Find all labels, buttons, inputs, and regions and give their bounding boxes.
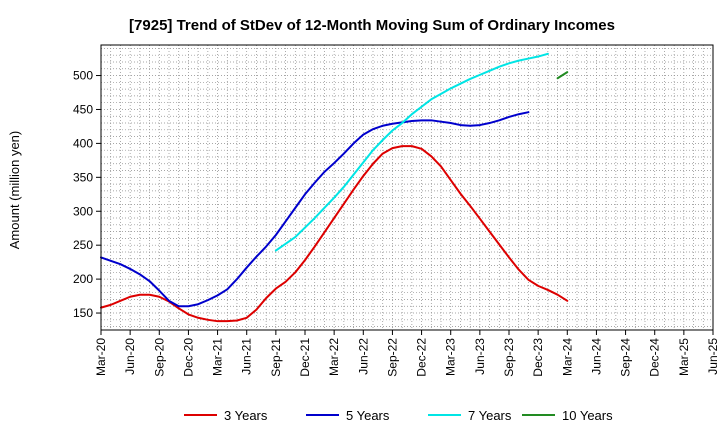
x-tick-label: Jun-25 (706, 338, 720, 375)
x-tick-label: Jun-20 (123, 338, 137, 375)
x-tick-label: Mar-22 (327, 338, 341, 376)
x-tick-label: Sep-21 (269, 338, 283, 377)
x-tick-label: Dec-23 (531, 338, 545, 377)
series-line-7-years (274, 52, 549, 252)
legend-label: 5 Years (346, 408, 390, 423)
legend-label: 7 Years (468, 408, 512, 423)
legend: 3 Years 5 Years 7 Years 10 Years (184, 408, 613, 423)
series-layer (100, 52, 569, 323)
x-tick-label: Jun-22 (356, 338, 370, 375)
chart-title: [7925] Trend of StDev of 12-Month Moving… (129, 17, 615, 34)
legend-label: 3 Years (224, 408, 268, 423)
x-tick-label: Mar-20 (94, 338, 108, 376)
y-tick-label: 200 (73, 272, 93, 286)
x-tick-label: Dec-24 (648, 338, 662, 377)
y-tick-label: 450 (73, 102, 93, 116)
y-tick-label: 350 (73, 170, 93, 184)
x-tick-label: Mar-24 (560, 338, 574, 376)
plot-frame (100, 44, 714, 331)
legend-label: 10 Years (562, 408, 613, 423)
x-tick-label: Jun-24 (589, 338, 603, 375)
x-tick-label: Sep-22 (385, 338, 399, 377)
y-tick-label: 400 (73, 136, 93, 150)
x-tick-label: Sep-20 (152, 338, 166, 377)
x-tick-label: Mar-21 (211, 338, 225, 376)
y-tick-label: 150 (73, 306, 93, 320)
x-tick-label: Dec-20 (181, 338, 195, 377)
y-axis-ticks: 150 200 250 300 350 400 450 500 (73, 69, 101, 320)
series-line-10-years (556, 71, 569, 80)
y-axis-label: Amount (million yen) (7, 131, 22, 250)
y-tick-label: 300 (73, 204, 93, 218)
x-tick-label: Sep-24 (619, 338, 633, 377)
series-line-5-years (100, 111, 530, 308)
grid-layer (101, 45, 713, 330)
x-tick-label: Dec-22 (415, 338, 429, 377)
series-line-3-years (100, 145, 569, 323)
y-tick-label: 250 (73, 238, 93, 252)
x-axis-ticks: Mar-20 Jun-20 Sep-20 Dec-20 Mar-21 Jun-21 Sep-… (94, 330, 720, 377)
x-tick-label: Jun-23 (473, 338, 487, 375)
x-tick-label: Dec-21 (298, 338, 312, 377)
y-tick-label: 500 (73, 69, 93, 83)
x-tick-label: Mar-25 (677, 338, 691, 376)
x-tick-label: Jun-21 (240, 338, 254, 375)
x-tick-label: Mar-23 (444, 338, 458, 376)
x-tick-label: Sep-23 (502, 338, 516, 377)
